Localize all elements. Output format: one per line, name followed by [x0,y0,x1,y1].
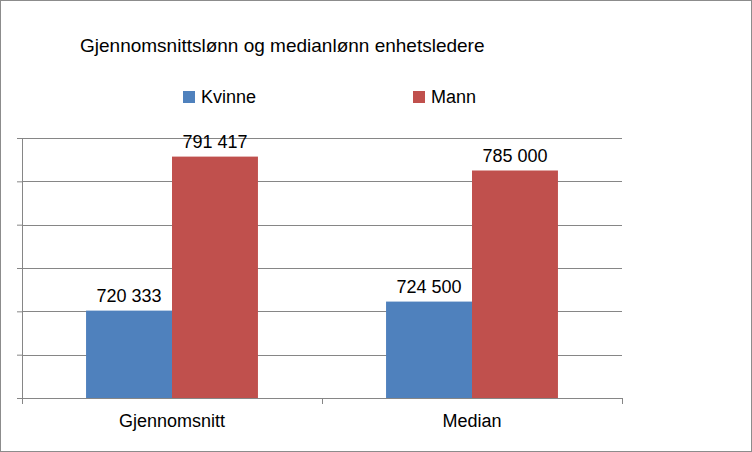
tick-mark [17,268,22,269]
legend-swatch [183,91,195,103]
tick: Median [442,411,501,431]
grid-line [22,138,622,139]
bars [86,157,558,398]
tick-mark [17,181,22,182]
grid [22,139,622,399]
tick: Gjennomsnitt [119,411,225,431]
tick [17,225,22,226]
legend-label: Mann [431,87,476,107]
axis-line [17,139,23,399]
title: Gjennomsnittslønn og medianlønn enhetsle… [80,35,485,56]
tick-mark [17,311,22,312]
tick-mark [17,355,22,356]
legend: Kvinne Mann [183,87,476,107]
tick [17,398,22,399]
data-label: 785 000 [482,146,547,166]
bar [386,302,472,398]
tick [17,138,22,139]
tick [17,355,22,356]
data-label: 791 417 [182,132,247,152]
chart-border [1,1,752,452]
legend-swatch [413,91,425,103]
data-labels: 720 333 724 500 791 417 785 000 [96,132,547,306]
tick-label: Gjennomsnitt [119,411,225,431]
tick [17,181,22,182]
tick-mark [17,225,22,226]
data-label: 724 500 [396,277,461,297]
chart: GjennomsnittMedian720 333724 500791 4177… [0,0,752,452]
tick-mark [17,398,22,399]
tick [17,268,22,269]
bar [86,311,172,398]
x-axis: Gjennomsnitt Median [23,399,623,431]
category-separator [22,398,23,404]
y-axis [17,139,23,399]
tick-label: Median [442,411,501,431]
bar [172,157,258,398]
tick [17,311,22,312]
data-label: 720 333 [96,286,161,306]
category-separator [322,398,323,404]
bar [472,171,558,399]
legend-label: Kvinne [201,87,256,107]
tick-mark [17,138,22,139]
category-separator [622,398,623,404]
